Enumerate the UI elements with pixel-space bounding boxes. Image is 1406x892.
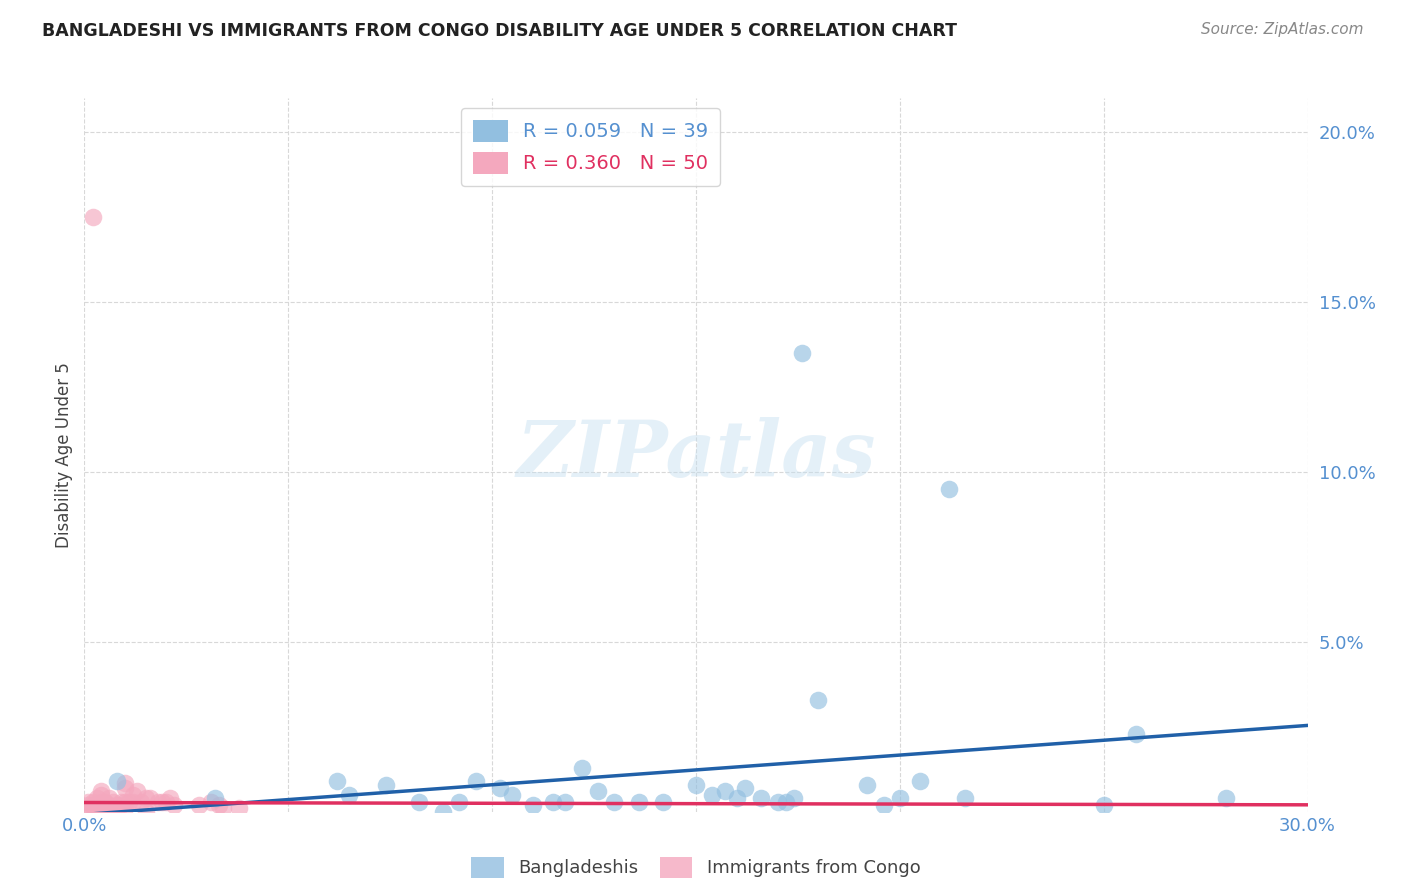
Point (1125, 726, 1147, 740)
Point (90, 801, 112, 815)
Point (807, 692, 830, 706)
Point (187, 797, 209, 812)
Point (90, 788, 112, 802)
Point (86, 797, 108, 812)
Point (449, 795, 471, 809)
Point (105, 774, 128, 789)
Point (889, 791, 911, 805)
Point (131, 795, 153, 809)
Point (790, 346, 813, 360)
Point (127, 784, 149, 798)
Point (105, 797, 128, 812)
Point (135, 791, 157, 805)
Text: Source: ZipAtlas.com: Source: ZipAtlas.com (1201, 22, 1364, 37)
Point (77, 797, 100, 812)
Point (105, 801, 128, 815)
Point (86, 791, 108, 805)
Point (204, 791, 226, 805)
Point (90, 797, 112, 812)
Point (86, 801, 108, 815)
Point (502, 788, 524, 802)
Point (118, 795, 141, 809)
Point (150, 795, 173, 809)
Point (97, 801, 120, 815)
Text: BANGLADESHI VS IMMIGRANTS FROM CONGO DISABILITY AGE UNDER 5 CORRELATION CHART: BANGLADESHI VS IMMIGRANTS FROM CONGO DIS… (42, 22, 957, 40)
Point (1092, 797, 1115, 812)
Point (627, 795, 650, 809)
Point (114, 776, 136, 790)
Point (543, 795, 565, 809)
Point (586, 784, 609, 798)
Point (122, 795, 145, 809)
Point (82, 210, 104, 224)
Point (90, 795, 112, 809)
Point (77, 795, 100, 809)
Point (82, 797, 104, 812)
Point (953, 791, 976, 805)
Point (82, 795, 104, 809)
Point (93, 801, 117, 815)
Point (97, 797, 120, 812)
Point (783, 791, 806, 805)
Point (702, 788, 724, 802)
Point (228, 801, 250, 815)
Point (101, 801, 124, 815)
Point (90, 784, 112, 798)
Point (110, 797, 132, 812)
Point (114, 795, 136, 809)
Point (522, 797, 544, 812)
Point (122, 788, 145, 802)
Point (725, 791, 748, 805)
Point (200, 795, 222, 809)
Point (408, 795, 430, 809)
Point (375, 778, 398, 792)
Point (155, 795, 177, 809)
Point (685, 778, 707, 792)
Point (97, 791, 120, 805)
Point (114, 780, 136, 795)
Point (938, 482, 960, 496)
Point (571, 760, 593, 774)
Point (713, 784, 735, 798)
Point (101, 795, 124, 809)
Point (77, 805, 100, 819)
Point (110, 795, 132, 809)
Point (464, 774, 486, 789)
Point (910, 774, 932, 789)
Point (159, 791, 181, 805)
Point (93, 797, 117, 812)
Point (734, 780, 756, 795)
Point (432, 805, 454, 819)
Point (652, 795, 675, 809)
Point (856, 778, 879, 792)
Point (603, 795, 626, 809)
Point (872, 797, 894, 812)
Point (749, 791, 772, 805)
Point (554, 795, 576, 809)
Point (146, 795, 169, 809)
Point (135, 805, 157, 819)
Legend: Bangladeshis, Immigrants from Congo: Bangladeshis, Immigrants from Congo (464, 849, 928, 885)
Point (93, 805, 117, 819)
Point (163, 797, 186, 812)
Y-axis label: Disability Age Under 5: Disability Age Under 5 (55, 362, 73, 548)
Point (339, 788, 361, 802)
Point (766, 795, 789, 809)
Point (1215, 791, 1237, 805)
Point (138, 791, 160, 805)
Point (775, 795, 797, 809)
Text: ZIPatlas: ZIPatlas (516, 417, 876, 493)
Point (212, 801, 235, 815)
Point (489, 780, 512, 795)
Point (326, 774, 349, 789)
Point (93, 795, 117, 809)
Point (82, 801, 104, 815)
Point (208, 797, 231, 812)
Point (114, 801, 136, 815)
